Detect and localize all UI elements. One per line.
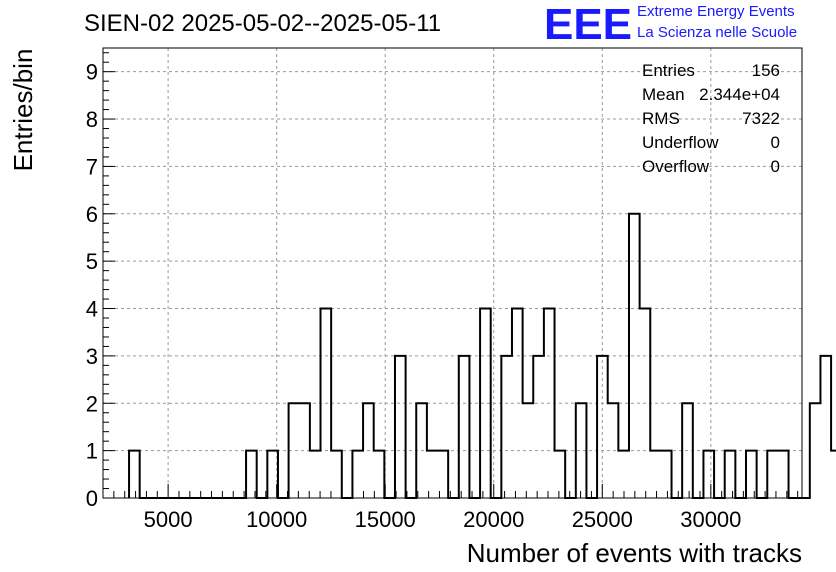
y-tick-label: 1 [86,439,98,464]
histogram-bin [246,451,257,498]
stats-key: Entries [642,61,695,80]
histogram-bin [129,451,140,498]
grid-lines [103,48,802,498]
x-tick-label: 5000 [144,507,193,532]
y-tick-label: 5 [86,249,98,274]
stats-key: Overflow [642,157,710,176]
histogram-bin [618,451,629,498]
histogram-bin [650,451,661,498]
y-tick-label: 3 [86,344,98,369]
stats-value: 156 [751,61,780,80]
eee-logo: EEE [544,2,632,42]
logo-line-2: La Scienza nelle Scuole [637,24,798,41]
y-tick-label: 0 [86,486,98,511]
y-tick-label: 9 [86,60,98,85]
histogram-bin [746,451,757,498]
stats-row-mean: Mean 2.344e+04 [642,84,780,108]
histogram-bin [310,451,321,498]
y-tick-label: 8 [86,107,98,132]
stats-value: 7322 [742,109,780,128]
stats-key: Mean [642,85,685,104]
x-tick-label: 30000 [680,507,741,532]
y-tick-label: 2 [86,391,98,416]
y-tick-label: 7 [86,154,98,179]
y-tick-label: 6 [86,202,98,227]
histogram-bin [352,451,363,498]
histogram-bin [395,356,406,498]
stats-key: Underflow [642,133,719,152]
stats-key: RMS [642,109,680,128]
histogram-bin [661,451,672,498]
histogram-bin [438,451,449,498]
histogram-bin [725,451,736,498]
stats-row-overflow: Overflow 0 [642,156,780,180]
x-tick-label: 15000 [355,507,416,532]
stats-row-rms: RMS 7322 [642,108,780,132]
histogram-bin [427,451,438,498]
stats-box: Entries 156 Mean 2.344e+04 RMS 7322 Unde… [642,60,780,180]
histogram-bin [820,356,831,498]
stats-value: 0 [770,157,780,176]
histogram-bin [767,451,778,498]
stats-row-entries: Entries 156 [642,60,780,84]
stats-row-underflow: Underflow 0 [642,132,780,156]
histogram-bin [831,451,836,498]
x-tick-label: 20000 [463,507,524,532]
histogram-bin [555,451,566,498]
histogram-bin [374,451,385,498]
stats-value: 0 [770,133,780,152]
histogram-outline [128,212,836,499]
histogram-bin [703,451,714,498]
histogram-bin [459,356,470,498]
x-tick-label: 25000 [572,507,633,532]
stats-value: 2.344e+04 [699,85,780,104]
histogram-bin [778,451,789,498]
histogram-bin [810,403,821,498]
histogram-bin [331,451,342,498]
x-axis-label: Number of events with tracks [467,538,802,568]
eee-logo-mark: EEE [544,2,632,42]
x-tick-label: 10000 [246,507,307,532]
histogram-bin [533,356,544,498]
axes: 0 1 2 3 4 5 6 7 8 9 5000 10000 15000 20000 25000 30000 [86,52,799,532]
y-tick-label: 4 [86,297,98,322]
histogram-bin [501,356,512,498]
y-axis-label: Entries/bin [8,49,38,172]
chart-title: SIEN-02 2025-05-02--2025-05-11 [84,10,442,37]
logo-line-1: Extreme Energy Events [637,3,795,20]
